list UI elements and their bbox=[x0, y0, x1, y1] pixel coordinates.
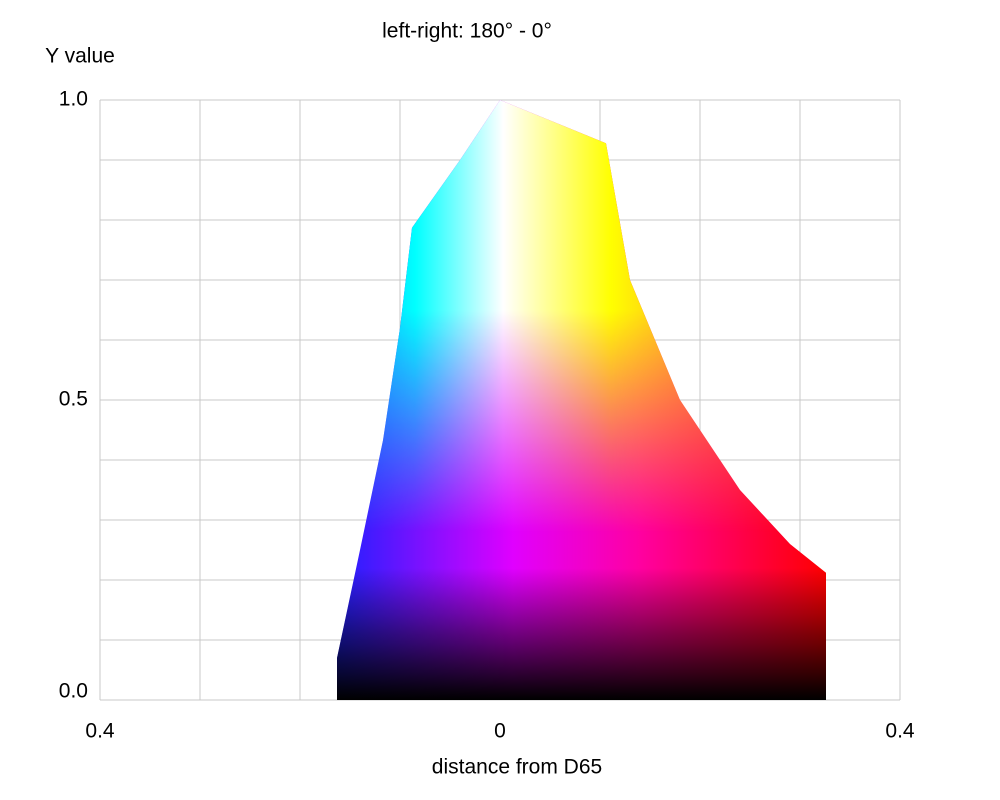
y-tick-label: 0.0 bbox=[59, 680, 88, 703]
x-tick-label: 0.4 bbox=[85, 720, 115, 743]
x-tick-label: 0 bbox=[494, 720, 506, 743]
y-axis-label: Y value bbox=[45, 45, 115, 68]
x-axis-label: distance from D65 bbox=[432, 756, 602, 779]
x-tick-label: 0.4 bbox=[885, 720, 915, 743]
y-tick-label: 1.0 bbox=[59, 88, 88, 111]
y-tick-label: 0.5 bbox=[59, 388, 88, 411]
chart-title: left-right: 180° - 0° bbox=[382, 20, 552, 43]
